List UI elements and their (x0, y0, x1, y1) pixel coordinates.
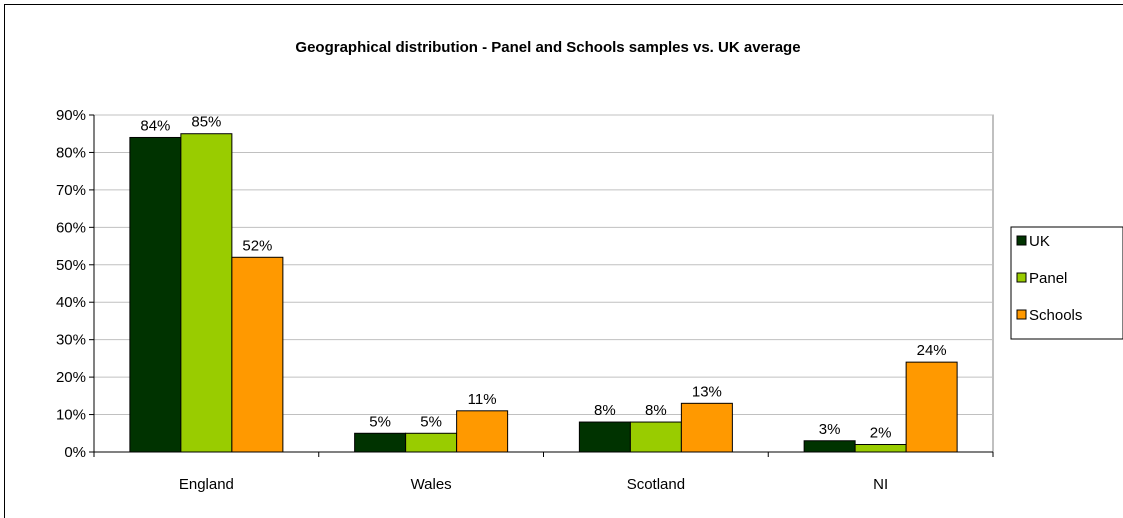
x-category-label: Wales (411, 476, 452, 493)
legend-label-uk: UK (1029, 233, 1050, 250)
y-tick-label: 80% (56, 144, 86, 161)
bar-uk-ni (803, 440, 856, 453)
y-tick-label: 40% (56, 294, 86, 311)
bar-panel-scotland (629, 421, 682, 453)
data-label: 11% (468, 391, 497, 408)
bar-schools-wales (456, 410, 509, 453)
y-tick-label: 60% (56, 219, 86, 236)
data-label: 5% (369, 413, 391, 430)
y-tick-label: 30% (56, 332, 86, 349)
legend-box (1010, 226, 1123, 340)
y-tick-label: 10% (56, 407, 86, 424)
bar-panel-england (180, 133, 233, 453)
y-axis: 0% 10% 20% 30% 40% 50% 60% 70% 80% 90% (56, 107, 95, 461)
legend-swatch-schools (1016, 309, 1027, 320)
data-label: 13% (692, 383, 722, 400)
bar-uk-wales (354, 432, 407, 453)
data-label: 8% (594, 402, 616, 419)
chart-title: Geographical distribution - Panel and Sc… (295, 39, 800, 56)
y-tick-label: 70% (56, 182, 86, 199)
data-label: 52% (242, 237, 272, 254)
bars (129, 133, 958, 453)
bar-schools-england (231, 256, 284, 453)
legend-label-panel: Panel (1029, 270, 1067, 287)
y-tick-label: 50% (56, 257, 86, 274)
legend-swatch-panel (1016, 272, 1027, 283)
y-tick-label: 0% (64, 444, 86, 461)
data-label: 24% (917, 342, 947, 359)
data-label: 3% (819, 421, 841, 438)
x-axis: England Wales Scotland NI (93, 451, 994, 493)
legend: UK Panel Schools (1010, 226, 1123, 340)
x-category-label: Scotland (627, 476, 685, 493)
legend-label-schools: Schools (1029, 307, 1082, 324)
bar-schools-scotland (680, 402, 733, 453)
y-tick-label: 20% (56, 369, 86, 386)
y-tick-label: 90% (56, 107, 86, 124)
x-category-label: England (179, 476, 234, 493)
bar-uk-england (129, 136, 182, 453)
bar-uk-scotland (578, 421, 631, 453)
data-label: 85% (191, 114, 221, 131)
data-label: 8% (645, 402, 667, 419)
bar-schools-ni (905, 361, 958, 453)
data-label: 5% (420, 413, 442, 430)
data-labels: 84% 85% 52% 5% 5% 11% 8% 8% 13% 3% 2% 24% (140, 114, 946, 442)
data-label: 84% (140, 117, 170, 134)
bar-panel-wales (405, 432, 458, 453)
legend-swatch-uk (1016, 235, 1027, 246)
bar-panel-ni (854, 444, 907, 453)
x-category-label: NI (873, 476, 888, 493)
data-label: 2% (870, 425, 892, 442)
